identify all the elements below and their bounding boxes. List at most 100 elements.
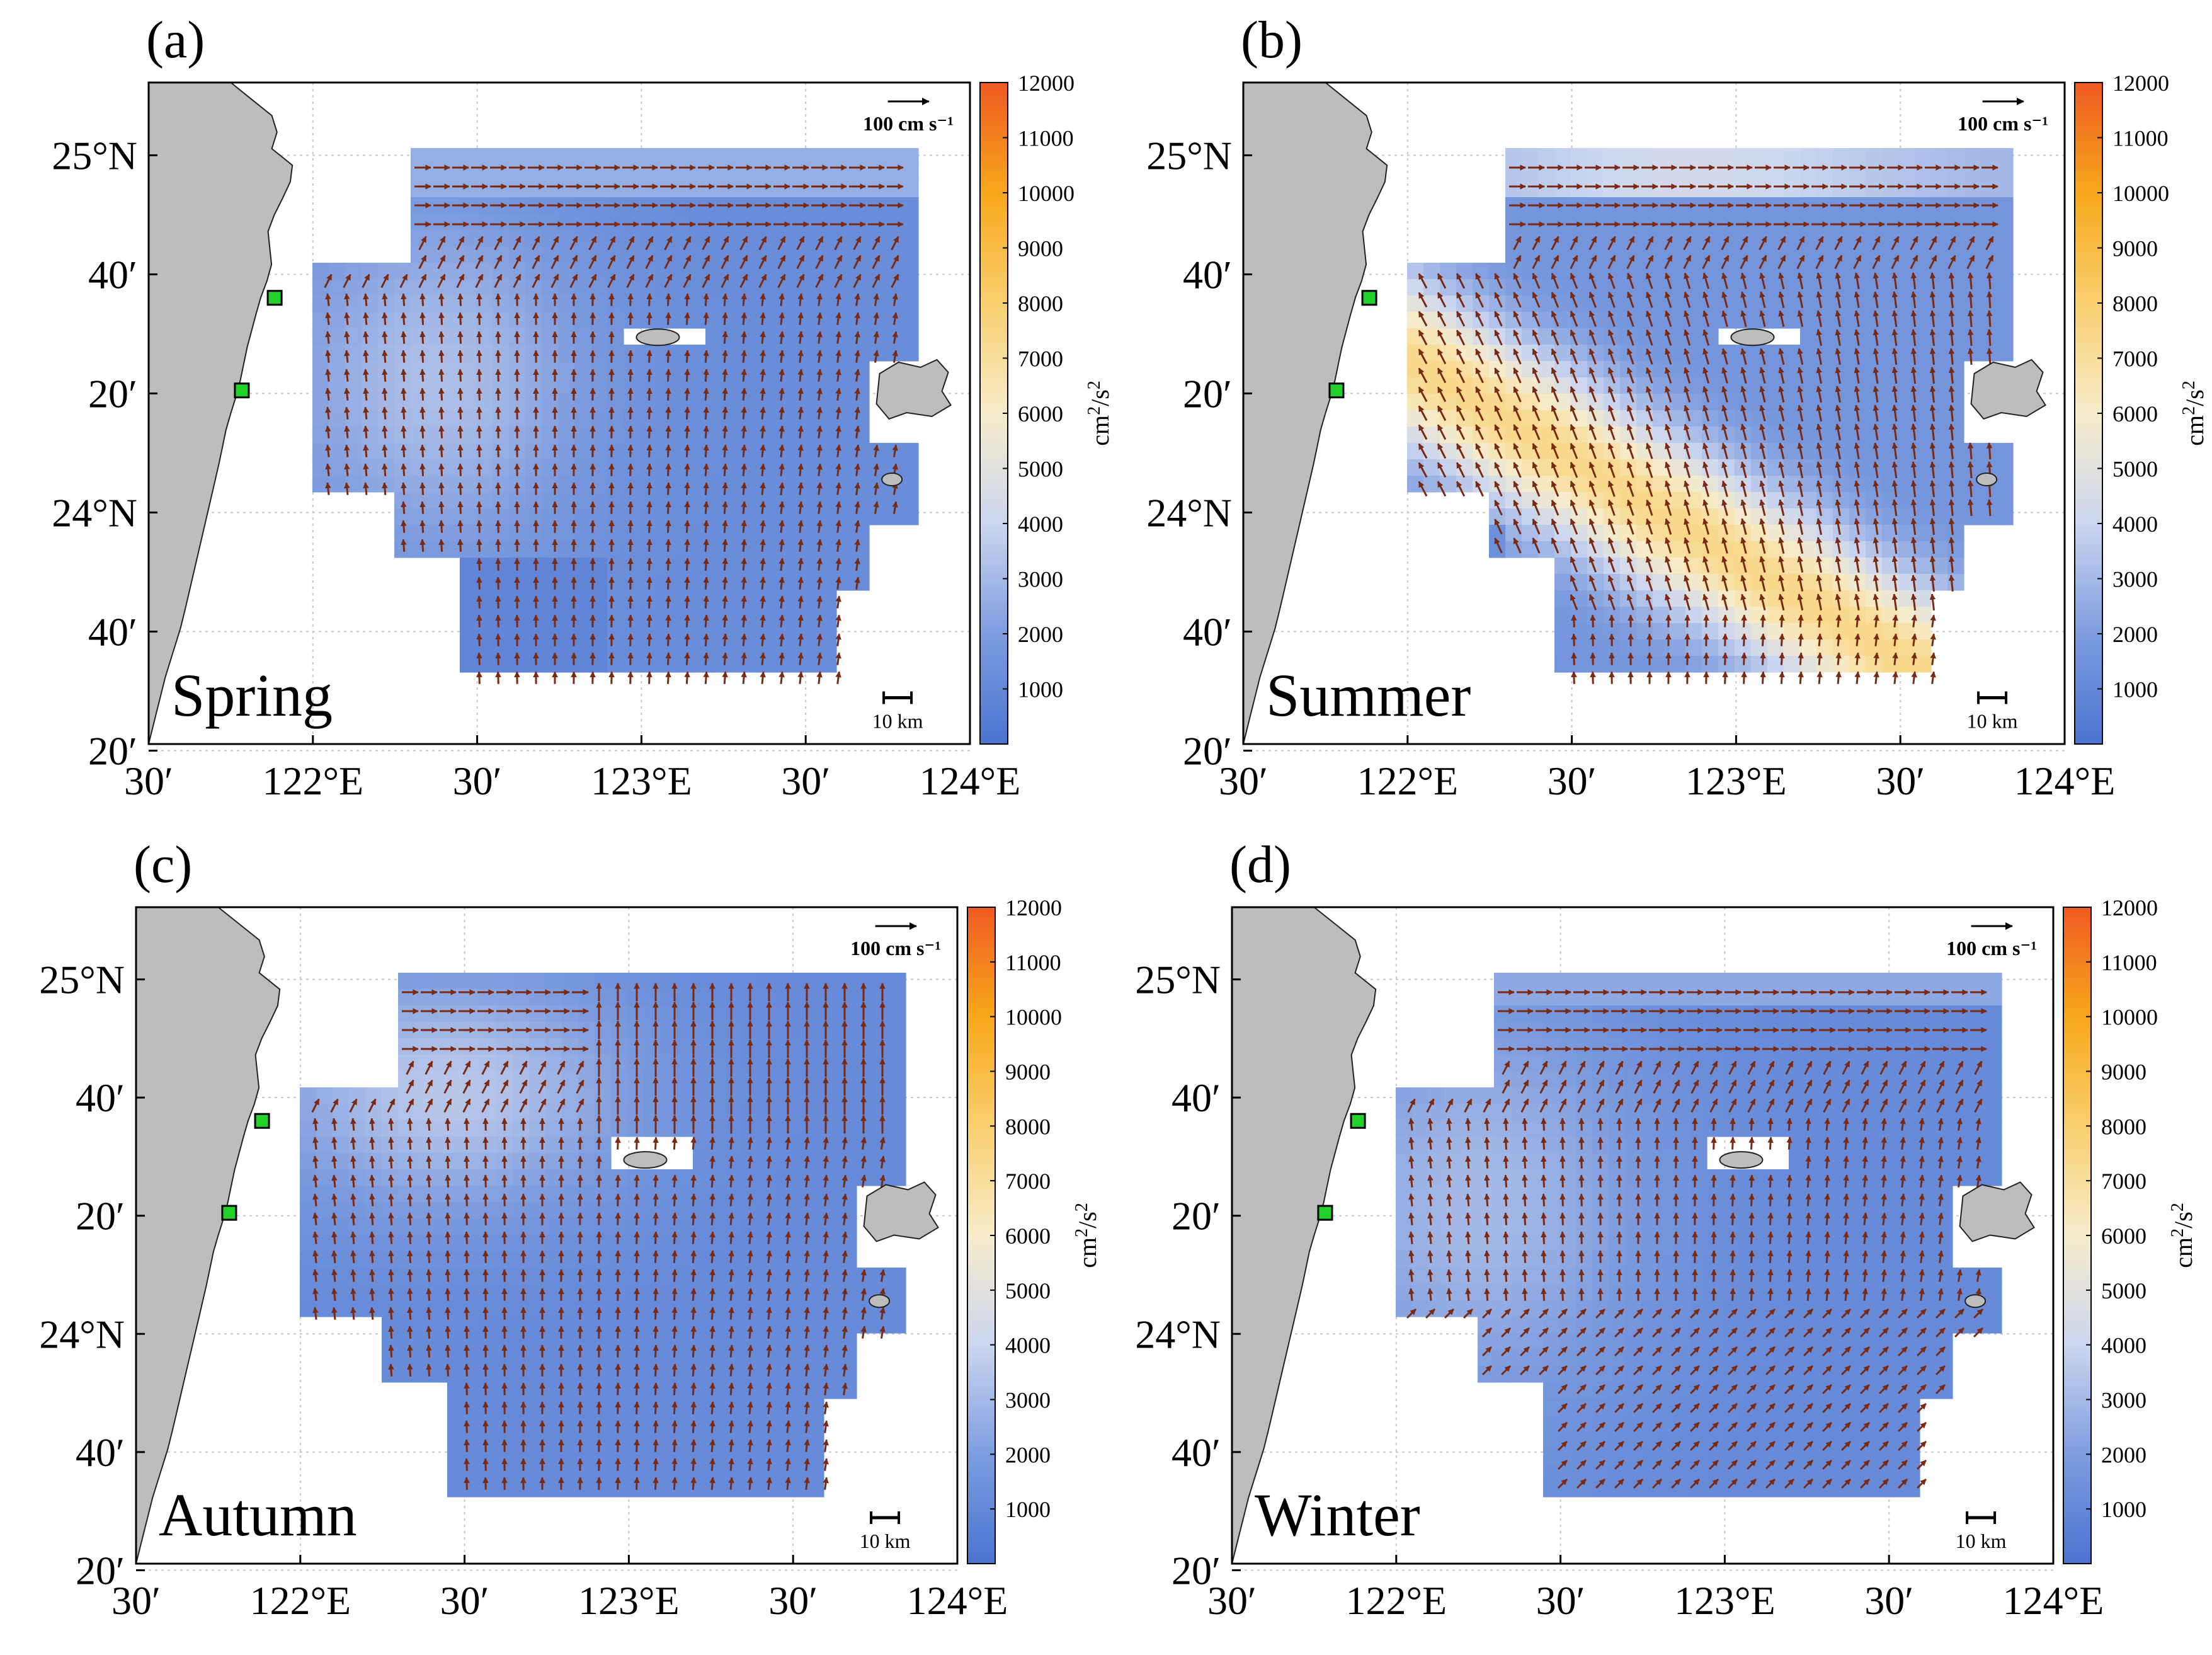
eke-cell	[676, 1038, 693, 1055]
eke-cell	[443, 230, 460, 247]
eke-cell	[857, 1038, 874, 1055]
eke-cell	[1669, 590, 1686, 607]
eke-cell	[853, 230, 870, 247]
eke-cell	[656, 410, 673, 427]
velocity-arrow	[668, 634, 669, 646]
velocity-arrow	[479, 520, 480, 532]
eke-cell	[1456, 410, 1473, 427]
eke-cell	[558, 476, 575, 493]
eke-cell	[1587, 263, 1604, 280]
velocity-arrow	[762, 388, 763, 400]
island	[877, 360, 951, 419]
eke-cell	[857, 1120, 874, 1137]
eke-cell	[820, 361, 837, 378]
eke-cell	[411, 541, 428, 558]
eke-cell	[529, 1464, 546, 1481]
velocity-arrow	[441, 312, 442, 324]
eke-cell	[758, 1087, 775, 1104]
eke-cell	[1800, 476, 1817, 493]
eke-cell	[460, 541, 477, 558]
velocity-arrow	[649, 483, 650, 495]
eke-cell	[656, 541, 673, 558]
eke-cell	[1718, 623, 1735, 640]
eke-cell	[1505, 476, 1522, 493]
eke-cell	[349, 1235, 366, 1252]
eke-cell	[738, 181, 755, 198]
eke-cell	[689, 148, 706, 165]
velocity-arrow	[743, 577, 744, 589]
eke-cell	[1554, 181, 1571, 198]
velocity-arrow	[384, 426, 385, 438]
eke-cell	[1538, 214, 1555, 231]
eke-cell	[640, 246, 657, 263]
velocity-arrow	[668, 615, 669, 627]
colorbar-tick-label: 9000	[1018, 236, 1063, 261]
eke-cell	[1947, 181, 1964, 198]
eke-cell	[562, 1169, 579, 1186]
eke-cell	[542, 394, 559, 411]
velocity-arrow	[498, 294, 499, 306]
eke-cell	[607, 443, 624, 460]
eke-cell	[1964, 214, 1981, 231]
eke-cell	[804, 181, 821, 198]
eke-cell	[329, 394, 346, 411]
eke-cell	[804, 639, 821, 656]
eke-cell	[1784, 394, 1801, 411]
eke-cell	[1702, 295, 1719, 312]
velocity-arrow	[630, 407, 631, 419]
eke-cell	[738, 295, 755, 312]
eke-cell	[574, 148, 591, 165]
eke-cell	[1866, 394, 1883, 411]
eke-cell	[1964, 148, 1981, 165]
eke-cell	[869, 508, 886, 525]
eke-cell	[1669, 279, 1686, 296]
eke-cell	[1947, 230, 1964, 247]
eke-cell	[365, 1120, 382, 1137]
eke-cell	[873, 1087, 890, 1104]
eke-cell	[349, 1087, 366, 1104]
eke-cell	[726, 1120, 743, 1137]
eke-cell	[656, 181, 673, 198]
eke-cell	[676, 1464, 693, 1481]
eke-cell	[595, 1399, 612, 1416]
eke-cell	[820, 443, 837, 460]
eke-cell	[525, 394, 542, 411]
eke-cell	[574, 639, 591, 656]
eke-cell	[1554, 263, 1571, 280]
velocity-arrow	[441, 426, 442, 438]
eke-cell	[1620, 295, 1637, 312]
eke-cell	[509, 214, 526, 231]
lat-tick-label: 24°N	[52, 491, 137, 535]
eke-cell	[820, 459, 837, 476]
eke-cell	[480, 1333, 497, 1350]
eke-cell	[443, 148, 460, 165]
eke-cell	[1538, 427, 1555, 444]
velocity-arrow	[743, 520, 744, 532]
velocity-arrow	[441, 464, 442, 476]
velocity-arrow	[1857, 653, 1858, 665]
velocity-arrow	[762, 426, 763, 438]
eke-cell	[771, 345, 788, 362]
eke-cell	[1702, 214, 1719, 231]
eke-cell	[362, 443, 379, 460]
eke-cell	[312, 377, 329, 394]
eke-cell	[513, 1186, 530, 1203]
eke-cell	[726, 1169, 743, 1186]
velocity-arrow	[1725, 615, 1726, 627]
eke-cell	[1522, 214, 1539, 231]
eke-cell	[705, 181, 722, 198]
eke-cell	[1980, 508, 1997, 525]
eke-cell	[1440, 459, 1457, 476]
eke-cell	[513, 1169, 530, 1186]
eke-cell	[496, 1087, 513, 1104]
eke-cell	[840, 973, 857, 990]
velocity-arrow	[479, 615, 480, 627]
velocity-arrow	[346, 464, 348, 476]
eke-cell	[771, 214, 788, 231]
eke-cell	[443, 394, 460, 411]
eke-cell	[365, 1137, 382, 1154]
eke-cell	[836, 230, 853, 247]
eke-cell	[726, 1431, 743, 1448]
eke-cell	[1833, 263, 1850, 280]
eke-cell	[705, 656, 722, 673]
